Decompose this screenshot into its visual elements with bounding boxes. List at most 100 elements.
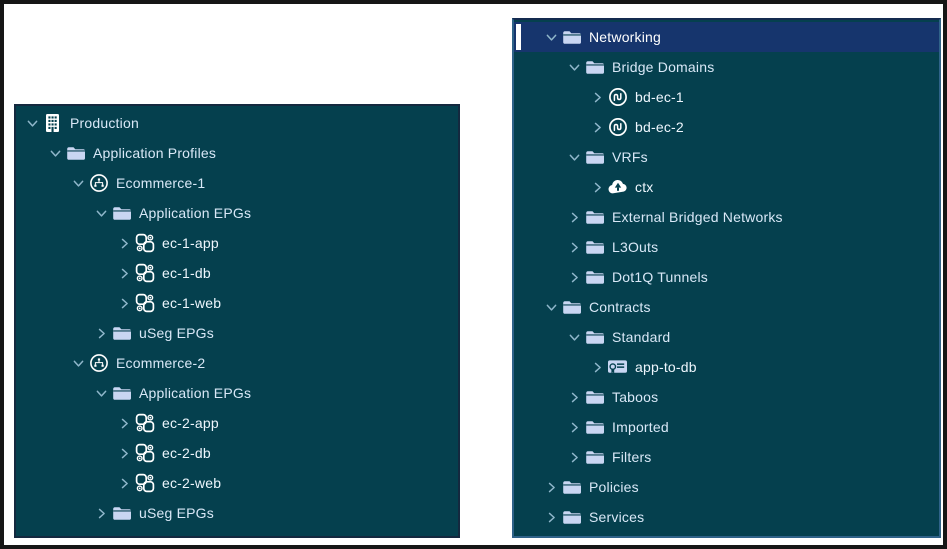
folder-icon <box>583 269 606 285</box>
chevron-right-icon[interactable] <box>566 241 583 254</box>
tree-row-ec-2-web[interactable]: ec-2-web <box>16 468 458 498</box>
bridge-domain-icon <box>606 117 629 137</box>
chevron-right-icon[interactable] <box>589 91 606 104</box>
tree-item-label: Application Profiles <box>93 145 217 161</box>
tree-row-standard[interactable]: Standard <box>514 322 939 352</box>
tree-row-external-bridged-networks[interactable]: External Bridged Networks <box>514 202 939 232</box>
tenant-tree-panel: Production Application Profiles Ecommerce-… <box>14 104 460 538</box>
tree-row-production[interactable]: Production <box>16 108 458 138</box>
tree-item-label: L3Outs <box>612 239 659 255</box>
tree-row-useg-epgs[interactable]: uSeg EPGs <box>16 318 458 348</box>
tree-row-ecommerce-1[interactable]: Ecommerce-1 <box>16 168 458 198</box>
tree-item-label: ec-2-db <box>162 445 211 461</box>
tree-item-label: ctx <box>635 179 654 195</box>
epg-icon <box>133 413 156 433</box>
tree-item-label: bd-ec-2 <box>635 119 684 135</box>
chevron-right-icon[interactable] <box>566 211 583 224</box>
chevron-down-icon[interactable] <box>566 61 583 74</box>
tree-row-ctx[interactable]: ctx <box>514 172 939 202</box>
tree-item-label: Policies <box>589 479 639 495</box>
folder-icon <box>110 385 133 401</box>
tree-item-label: Application EPGs <box>139 385 252 401</box>
tree-item-label: VRFs <box>612 149 648 165</box>
chevron-down-icon[interactable] <box>24 117 41 130</box>
folder-icon <box>583 209 606 225</box>
tree-item-label: Ecommerce-2 <box>116 355 206 371</box>
tree-item-label: app-to-db <box>635 359 697 375</box>
tree-row-ecommerce-2[interactable]: Ecommerce-2 <box>16 348 458 378</box>
chevron-right-icon[interactable] <box>566 421 583 434</box>
tree-row-application-profiles[interactable]: Application Profiles <box>16 138 458 168</box>
tree-row-l3outs[interactable]: L3Outs <box>514 232 939 262</box>
tree-row-app-to-db[interactable]: app-to-db <box>514 352 939 382</box>
chevron-down-icon[interactable] <box>566 151 583 164</box>
tenant-icon <box>41 113 64 133</box>
tree-item-label: Services <box>589 509 645 525</box>
folder-icon <box>583 239 606 255</box>
tree-row-application-epgs[interactable]: Application EPGs <box>16 198 458 228</box>
chevron-right-icon[interactable] <box>589 361 606 374</box>
tree-row-ec-1-db[interactable]: ec-1-db <box>16 258 458 288</box>
tree-row-ec-2-db[interactable]: ec-2-db <box>16 438 458 468</box>
epg-icon <box>133 473 156 493</box>
chevron-down-icon[interactable] <box>47 147 64 160</box>
tree-row-filters[interactable]: Filters <box>514 442 939 472</box>
chevron-right-icon[interactable] <box>589 121 606 134</box>
app-profile-icon <box>87 353 110 373</box>
chevron-down-icon[interactable] <box>543 31 560 44</box>
tree-item-label: ec-2-app <box>162 415 219 431</box>
folder-icon <box>560 29 583 45</box>
tree-row-policies[interactable]: Policies <box>514 472 939 502</box>
chevron-right-icon[interactable] <box>589 181 606 194</box>
tree-item-label: Networking <box>589 29 662 45</box>
chevron-right-icon[interactable] <box>116 297 133 310</box>
chevron-down-icon[interactable] <box>543 301 560 314</box>
chevron-right-icon[interactable] <box>543 511 560 524</box>
tree-row-ec-2-app[interactable]: ec-2-app <box>16 408 458 438</box>
chevron-right-icon[interactable] <box>566 391 583 404</box>
chevron-down-icon[interactable] <box>93 207 110 220</box>
chevron-right-icon[interactable] <box>543 481 560 494</box>
tree-row-bd-ec-1[interactable]: bd-ec-1 <box>514 82 939 112</box>
folder-icon <box>110 505 133 521</box>
tree-row-vrfs[interactable]: VRFs <box>514 142 939 172</box>
tree-row-dot1q-tunnels[interactable]: Dot1Q Tunnels <box>514 262 939 292</box>
chevron-right-icon[interactable] <box>93 507 110 520</box>
folder-icon <box>64 145 87 161</box>
chevron-down-icon[interactable] <box>93 387 110 400</box>
tree-row-ec-1-web[interactable]: ec-1-web <box>16 288 458 318</box>
tree-row-imported[interactable]: Imported <box>514 412 939 442</box>
chevron-right-icon[interactable] <box>566 451 583 464</box>
chevron-right-icon[interactable] <box>116 477 133 490</box>
tree-item-label: bd-ec-1 <box>635 89 684 105</box>
chevron-down-icon[interactable] <box>566 331 583 344</box>
tree-row-services[interactable]: Services <box>514 502 939 532</box>
chevron-right-icon[interactable] <box>93 327 110 340</box>
chevron-down-icon[interactable] <box>70 357 87 370</box>
tree-row-contracts[interactable]: Contracts <box>514 292 939 322</box>
tree-row-networking[interactable]: Networking <box>514 22 939 52</box>
tree-item-label: ec-1-web <box>162 295 222 311</box>
chevron-right-icon[interactable] <box>116 237 133 250</box>
contract-icon <box>606 359 629 376</box>
folder-icon <box>583 329 606 345</box>
chevron-right-icon[interactable] <box>566 271 583 284</box>
chevron-down-icon[interactable] <box>70 177 87 190</box>
tree-row-taboos[interactable]: Taboos <box>514 382 939 412</box>
tree-row-useg-epgs[interactable]: uSeg EPGs <box>16 498 458 528</box>
chevron-right-icon[interactable] <box>116 417 133 430</box>
tree-item-label: Production <box>70 115 139 131</box>
tree-row-ec-1-app[interactable]: ec-1-app <box>16 228 458 258</box>
chevron-right-icon[interactable] <box>116 447 133 460</box>
tree-row-bd-ec-2[interactable]: bd-ec-2 <box>514 112 939 142</box>
epg-icon <box>133 443 156 463</box>
app-profile-icon <box>87 173 110 193</box>
tree-row-application-epgs[interactable]: Application EPGs <box>16 378 458 408</box>
tree-row-bridge-domains[interactable]: Bridge Domains <box>514 52 939 82</box>
chevron-right-icon[interactable] <box>116 267 133 280</box>
tree-item-label: Standard <box>612 329 671 345</box>
epg-icon <box>133 263 156 283</box>
bridge-domain-icon <box>606 87 629 107</box>
folder-icon <box>583 389 606 405</box>
